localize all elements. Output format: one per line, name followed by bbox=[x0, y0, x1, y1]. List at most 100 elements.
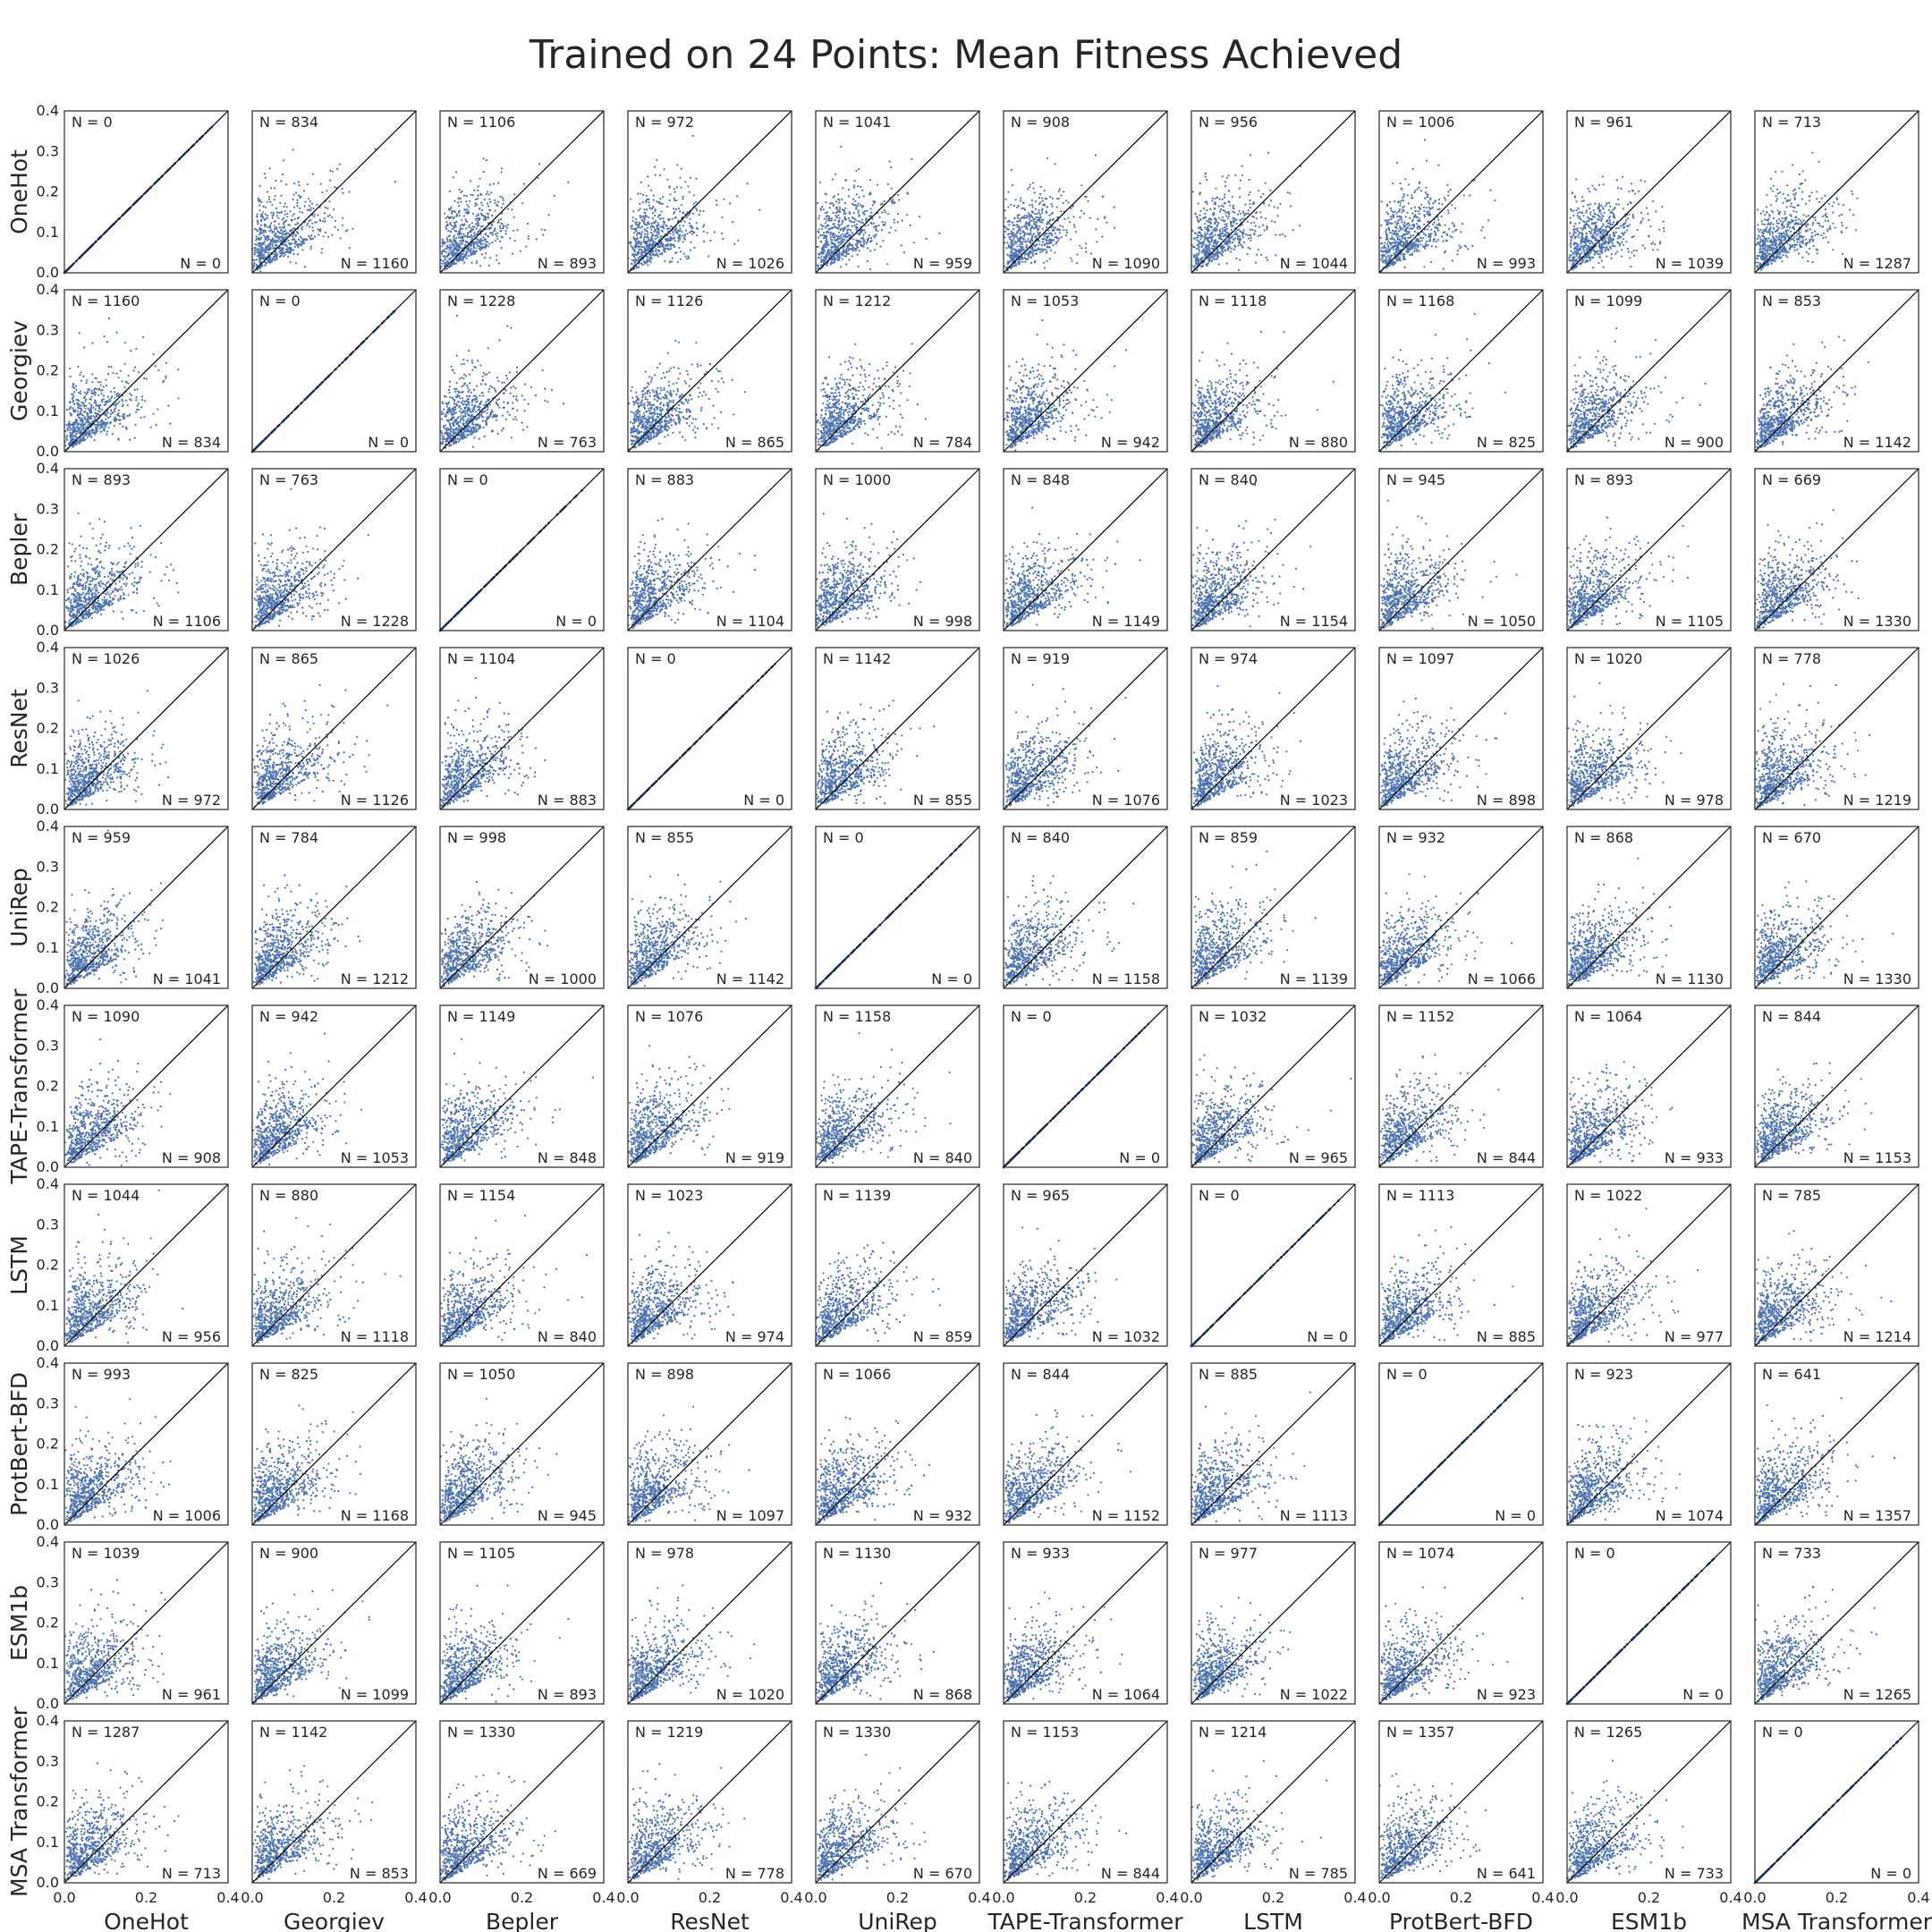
scatter-point bbox=[297, 199, 299, 201]
scatter-point bbox=[280, 180, 282, 182]
scatter-point bbox=[484, 238, 486, 240]
scatter-point bbox=[321, 191, 323, 193]
scatter-point bbox=[291, 220, 292, 222]
scatter-point bbox=[284, 210, 286, 212]
scatter-point bbox=[547, 214, 549, 216]
scatter-point bbox=[635, 230, 637, 232]
scatter-point bbox=[692, 135, 694, 137]
scatter-point bbox=[695, 178, 697, 180]
scatter-point bbox=[260, 225, 262, 226]
scatter-point bbox=[309, 200, 311, 202]
scatter-point bbox=[479, 219, 480, 221]
scatter-point bbox=[490, 232, 492, 233]
scatter-point bbox=[336, 168, 338, 170]
scatter-point bbox=[449, 234, 451, 236]
scatter-point bbox=[640, 249, 642, 250]
scatter-point bbox=[468, 236, 470, 238]
scatter-point bbox=[674, 237, 675, 239]
y-tick-label: 0.4 bbox=[37, 102, 59, 119]
scatter-point bbox=[275, 242, 276, 243]
scatter-point bbox=[286, 235, 288, 237]
scatter-point bbox=[643, 208, 645, 210]
scatter-point bbox=[638, 209, 640, 211]
scatter-point bbox=[259, 246, 261, 248]
scatter-point bbox=[674, 230, 675, 232]
scatter-point bbox=[638, 246, 640, 248]
scatter-point bbox=[653, 199, 655, 201]
scatter-point bbox=[468, 246, 470, 248]
scatter-point bbox=[646, 208, 648, 210]
scatter-point bbox=[459, 210, 461, 212]
scatter-point bbox=[316, 221, 318, 223]
scatter-point bbox=[659, 198, 661, 199]
scatter-point bbox=[523, 183, 525, 185]
scatter-point bbox=[309, 205, 310, 207]
scatter-point bbox=[471, 262, 473, 264]
scatter-point bbox=[481, 209, 483, 211]
scatter-point bbox=[673, 208, 674, 209]
scatter-point bbox=[256, 229, 258, 231]
scatter-point bbox=[651, 225, 653, 226]
scatter-point bbox=[677, 237, 679, 239]
scatter-point bbox=[703, 231, 705, 233]
scatter-points bbox=[628, 135, 761, 272]
scatter-point bbox=[282, 239, 284, 241]
scatter-point bbox=[466, 204, 468, 206]
scatter-point bbox=[311, 203, 313, 205]
scatter-point bbox=[640, 262, 642, 264]
scatter-point bbox=[672, 218, 674, 220]
scatter-point bbox=[665, 248, 667, 250]
scatter-point bbox=[298, 194, 300, 196]
scatter-point bbox=[257, 251, 258, 253]
scatter-point bbox=[476, 220, 478, 222]
scatter-point bbox=[292, 229, 293, 231]
scatter-point bbox=[448, 208, 450, 210]
scatter-point bbox=[659, 218, 661, 220]
scatter-point bbox=[656, 225, 657, 227]
scatter-point bbox=[477, 232, 479, 233]
scatter-point bbox=[444, 213, 445, 215]
scatter-point bbox=[498, 262, 500, 264]
scatter-point bbox=[256, 264, 258, 266]
scatter-point bbox=[699, 214, 700, 216]
scatter-point bbox=[457, 201, 459, 203]
scatter-point bbox=[283, 217, 284, 219]
scatter-point bbox=[470, 251, 471, 253]
scatter-point bbox=[308, 235, 309, 237]
scatter-point bbox=[660, 225, 662, 227]
scatter-point bbox=[269, 167, 271, 169]
scatter-point bbox=[475, 199, 477, 200]
scatter-point bbox=[292, 235, 293, 237]
scatter-point bbox=[491, 215, 493, 216]
scatter-point bbox=[279, 236, 281, 238]
scatter-point bbox=[318, 230, 320, 232]
scatter-point bbox=[451, 242, 453, 243]
scatter-point bbox=[499, 225, 501, 227]
scatter-point bbox=[672, 258, 674, 259]
scatter-point bbox=[647, 227, 648, 229]
scatter-point bbox=[269, 257, 271, 258]
scatter-point bbox=[261, 252, 263, 254]
scatter-point bbox=[482, 215, 484, 216]
scatter-point bbox=[273, 214, 275, 216]
scatter-point bbox=[651, 235, 653, 237]
scatter-point bbox=[679, 228, 681, 230]
scatter-point bbox=[476, 260, 478, 262]
scatter-point bbox=[480, 215, 482, 216]
scatter-point bbox=[478, 242, 479, 243]
scatter-point bbox=[257, 221, 258, 223]
scatter-point bbox=[675, 251, 677, 253]
scatter-point bbox=[733, 243, 735, 245]
scatter-point bbox=[642, 201, 644, 203]
scatter-point bbox=[475, 250, 477, 252]
scatter-point bbox=[640, 242, 642, 243]
scatter-point bbox=[342, 217, 343, 219]
scatter-point bbox=[450, 222, 452, 224]
scatter-point bbox=[329, 214, 331, 216]
scatter-point bbox=[655, 250, 657, 252]
scatter-point bbox=[521, 202, 523, 204]
scatter-point bbox=[489, 183, 491, 185]
scatter-point bbox=[650, 229, 652, 231]
scatter-point bbox=[658, 214, 660, 216]
scatter-point bbox=[654, 166, 656, 168]
